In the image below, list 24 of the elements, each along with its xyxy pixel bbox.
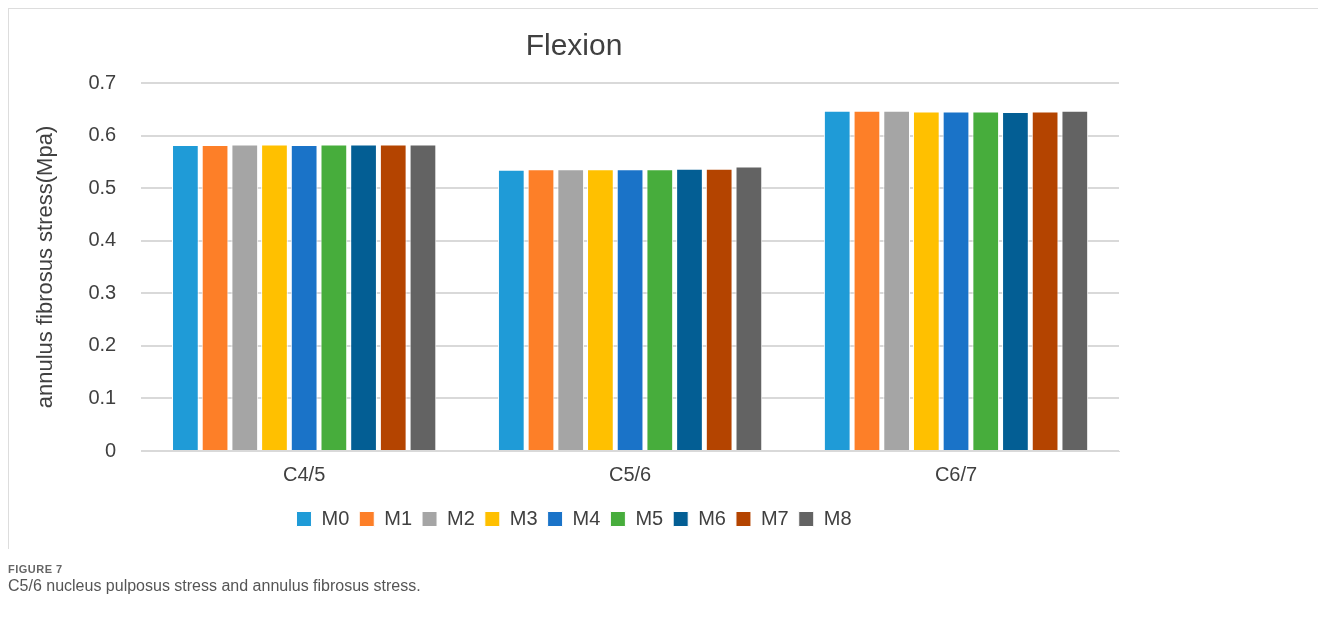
y-tick-label: 0.6 bbox=[88, 123, 117, 146]
caption: FIGURE 7 bbox=[8, 563, 64, 575]
legend-label: M4 bbox=[572, 506, 601, 529]
legend-label: M5 bbox=[635, 506, 664, 529]
legend-label: M2 bbox=[447, 506, 475, 529]
y-tick-label: 0.3 bbox=[88, 280, 117, 303]
y-tick-label: 0.4 bbox=[88, 228, 117, 251]
x-tick-label: C5/6 bbox=[608, 462, 652, 485]
x-tick-label: C6/7 bbox=[934, 462, 978, 485]
y-tick-label: 0.5 bbox=[88, 175, 117, 198]
y-tick-label: 0.1 bbox=[88, 385, 117, 408]
legend-label: M6 bbox=[698, 506, 726, 529]
y-tick-label: 0 bbox=[105, 438, 117, 461]
y-tick-label: 0.2 bbox=[88, 333, 117, 356]
chart-title: Flexion bbox=[525, 28, 623, 62]
legend-label: M0 bbox=[321, 506, 350, 529]
y-axis-title: annulus fibrosus stress(Mpa) bbox=[32, 125, 58, 409]
legend-label: M7 bbox=[760, 506, 789, 529]
y-tick-label: 0.7 bbox=[88, 70, 117, 93]
legend-label: M1 bbox=[384, 506, 413, 529]
x-tick-label: C4/5 bbox=[283, 462, 326, 485]
legend-label: M8 bbox=[823, 506, 852, 529]
text: C5/6 nucleus pulposus stress and annulus fibrosus stress. bbox=[8, 577, 422, 595]
legend-label: M3 bbox=[509, 506, 538, 529]
